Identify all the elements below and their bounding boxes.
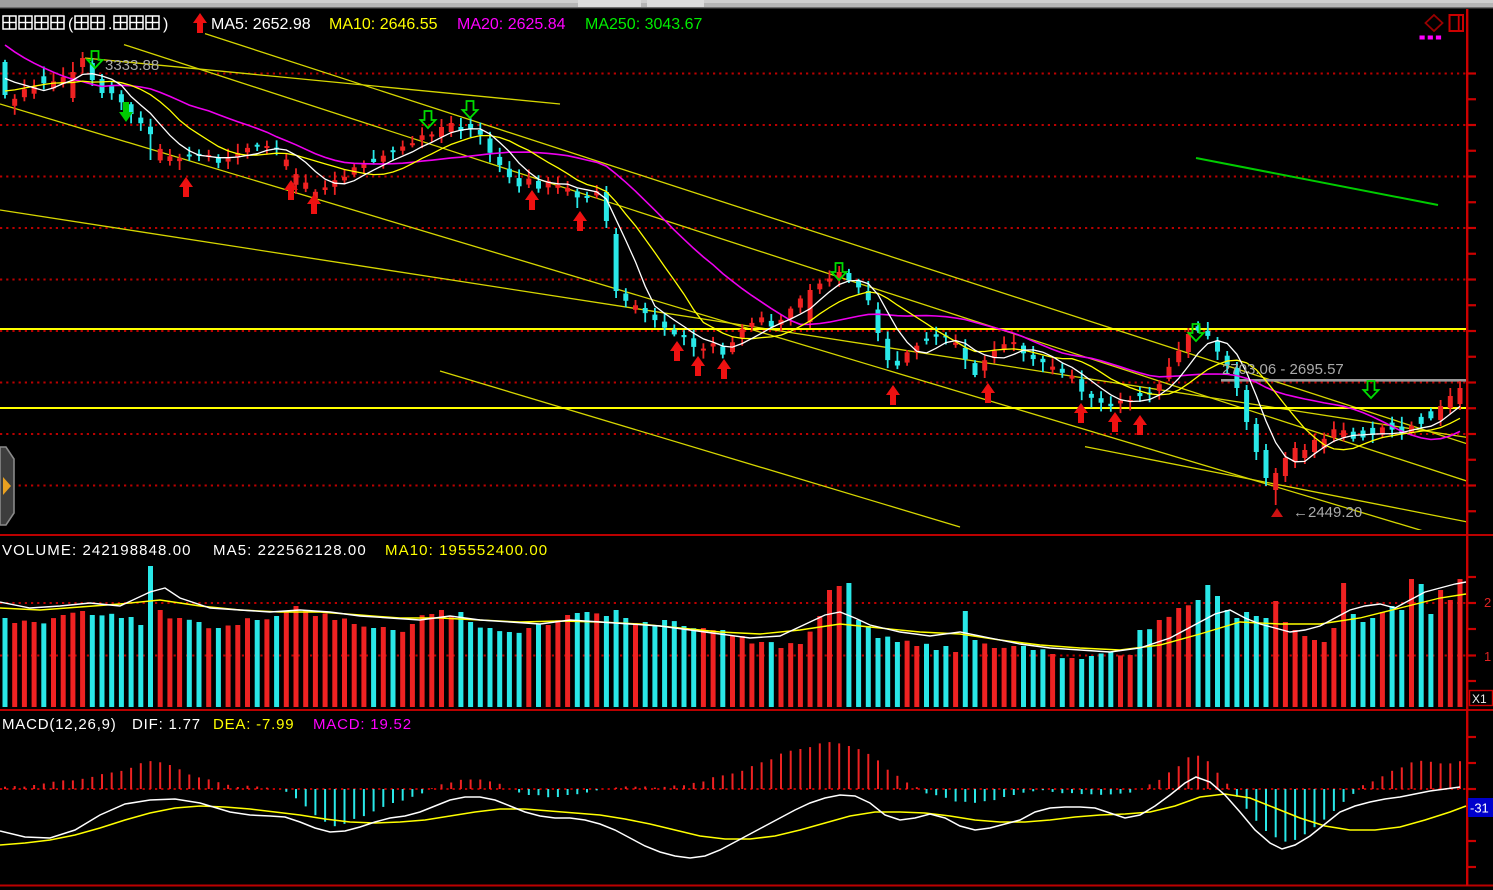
svg-text:←2449.20: ←2449.20 — [1293, 504, 1362, 521]
svg-text:MACD: 19.52: MACD: 19.52 — [313, 716, 412, 733]
svg-text:MA5: 2652.98: MA5: 2652.98 — [211, 16, 311, 33]
svg-text:MA250: 3043.67: MA250: 3043.67 — [585, 16, 703, 33]
svg-text:MA10: 2646.55: MA10: 2646.55 — [329, 16, 438, 33]
svg-text:2703.06 - 2695.57: 2703.06 - 2695.57 — [1222, 361, 1344, 378]
svg-text:MA20: 2625.84: MA20: 2625.84 — [457, 16, 566, 33]
svg-text:MACD(12,26,9): MACD(12,26,9) — [2, 716, 117, 733]
svg-text:.: . — [108, 16, 112, 33]
svg-text:MA10: 195552400.00: MA10: 195552400.00 — [385, 542, 548, 559]
svg-text:VOLUME: 242198848.00: VOLUME: 242198848.00 — [2, 542, 192, 559]
svg-text:1: 1 — [1484, 649, 1491, 664]
svg-text:MA5: 222562128.00: MA5: 222562128.00 — [213, 542, 367, 559]
svg-text:DIF: 1.77: DIF: 1.77 — [132, 716, 201, 733]
svg-text:DEA: -7.99: DEA: -7.99 — [213, 716, 294, 733]
svg-text:3333.88: 3333.88 — [105, 57, 159, 74]
svg-text:X1: X1 — [1472, 692, 1487, 706]
svg-text:): ) — [163, 16, 168, 33]
svg-text:2: 2 — [1484, 595, 1491, 610]
svg-text:-31: -31 — [1470, 801, 1489, 816]
svg-text:(: ( — [68, 16, 74, 33]
